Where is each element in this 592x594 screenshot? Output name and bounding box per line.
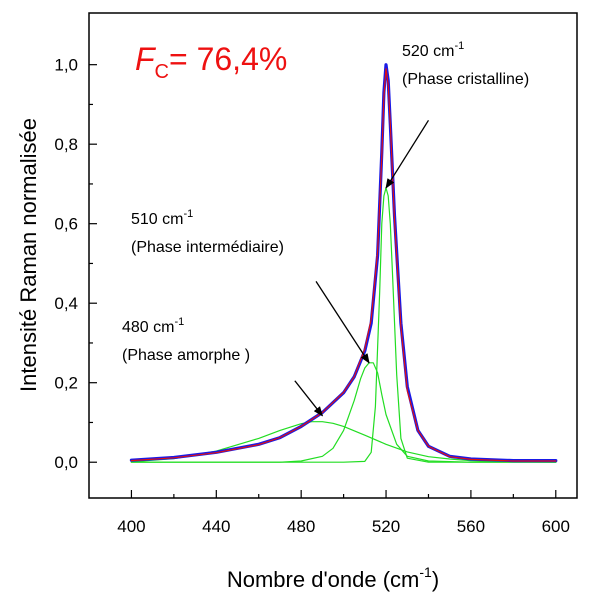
annotation-wavenumber: 480 cm-1 — [122, 316, 184, 336]
x-tick-label: 480 — [287, 517, 315, 536]
annotation-wavenumber: 520 cm-1 — [402, 40, 464, 60]
annotation-arrow — [294, 380, 324, 417]
y-tick-label: 0,0 — [54, 453, 78, 472]
y-tick-label: 1,0 — [54, 56, 78, 75]
x-axis-label: Nombre d'onde (cm-1) — [227, 564, 439, 592]
annotation-arrow — [385, 119, 430, 189]
series-line-measured — [129, 63, 558, 463]
series-line-component-480 — [130, 421, 557, 463]
y-tick-label: 0,6 — [54, 215, 78, 234]
y-axis-label: Intensité Raman normalisée — [16, 118, 41, 392]
annotation-phase: (Phase amorphe ) — [122, 347, 250, 364]
annotation-arrow — [315, 280, 370, 364]
x-tick-label: 560 — [457, 517, 485, 536]
y-tick-label: 0,2 — [54, 374, 78, 393]
series-line-fit — [130, 68, 557, 462]
x-tick-label: 440 — [202, 517, 230, 536]
annotation-phase: (Phase cristalline) — [402, 71, 529, 88]
series-line-component-510 — [130, 362, 557, 463]
x-tick-label: 520 — [372, 517, 400, 536]
annotation-510: 510 cm-1 (Phase intermédiaire) — [131, 208, 370, 364]
y-tick-label: 0,4 — [54, 294, 78, 313]
fc-annotation: FC= 76,4% — [135, 41, 287, 83]
annotation-wavenumber: 510 cm-1 — [131, 208, 193, 228]
y-tick-label: 0,8 — [54, 135, 78, 154]
annotation-520: 520 cm-1 (Phase cristalline) — [385, 40, 529, 189]
series-line-component-520 — [130, 187, 557, 463]
annotation-phase: (Phase intermédiaire) — [131, 239, 284, 256]
x-tick-label: 600 — [542, 517, 570, 536]
plot-frame — [88, 12, 578, 499]
annotation-480: 480 cm-1 (Phase amorphe ) — [122, 316, 324, 417]
x-tick-label: 400 — [117, 517, 145, 536]
